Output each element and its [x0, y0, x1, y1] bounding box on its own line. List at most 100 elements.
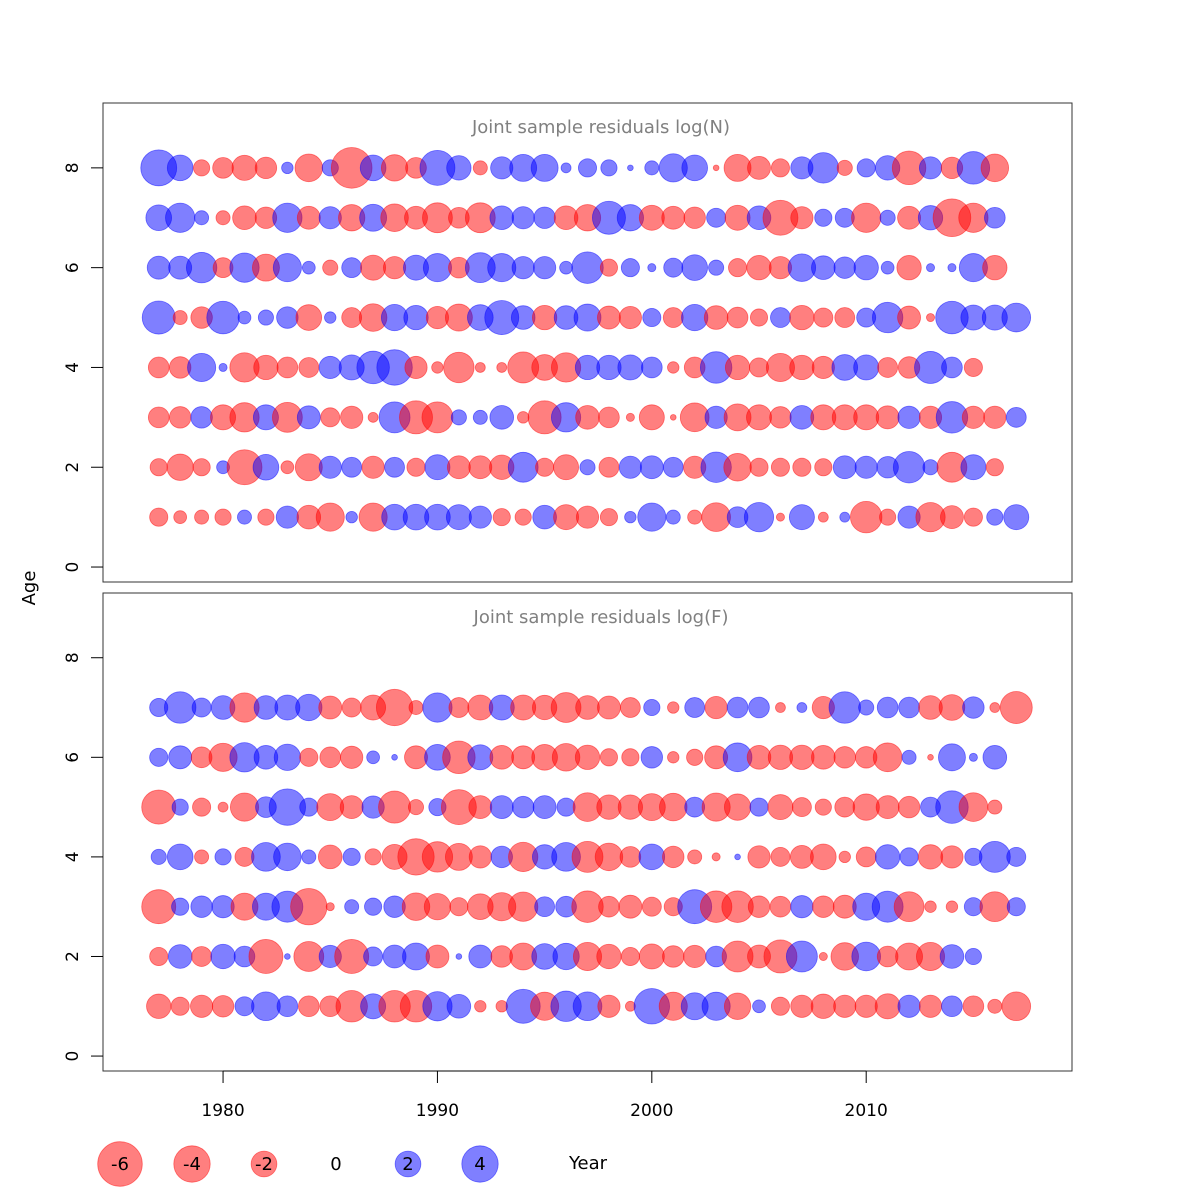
- legend: Year -6 -4 -2 0 2 4: [97, 1141, 608, 1187]
- y-tick-label: 8: [63, 652, 83, 663]
- residual-bubble: [141, 789, 177, 825]
- residual-bubble: [642, 308, 662, 328]
- residual-bubble: [215, 210, 231, 226]
- residual-bubble: [788, 504, 815, 531]
- residual-bubble: [446, 994, 472, 1019]
- residual-bubble: [661, 205, 686, 230]
- residual-bubble: [618, 455, 642, 479]
- residual-bubble: [789, 354, 815, 381]
- residual-bubble: [166, 154, 194, 182]
- residual-bubble: [534, 896, 555, 918]
- residual-bubble: [406, 457, 426, 477]
- residual-bubble: [384, 456, 405, 478]
- residual-bubble: [770, 457, 790, 477]
- residual-bubble: [667, 751, 680, 764]
- residual-bubble: [659, 792, 688, 822]
- residual-bubble: [514, 508, 532, 526]
- residual-bubble: [775, 702, 786, 713]
- residual-bubble: [926, 313, 935, 323]
- residual-bubble: [620, 946, 640, 966]
- residual-bubble: [747, 845, 771, 869]
- residual-bubble: [597, 305, 621, 330]
- y-tick-label: 8: [63, 162, 83, 173]
- legend-label: -6: [111, 1154, 129, 1175]
- residual-bubble: [575, 505, 600, 529]
- residual-bubble: [190, 895, 213, 918]
- legend-label: -4: [183, 1154, 201, 1175]
- residual-bubble: [599, 508, 618, 527]
- legend-bubble: [461, 1145, 499, 1183]
- residual-bubble: [752, 999, 766, 1014]
- residual-bubble: [1006, 846, 1027, 867]
- residual-bubble: [897, 994, 921, 1018]
- residual-bubble: [508, 891, 539, 922]
- residual-bubble: [818, 952, 828, 961]
- residual-bubble: [723, 153, 752, 182]
- residual-bubble: [938, 743, 966, 772]
- residual-bubble: [192, 458, 211, 477]
- residual-bubble: [767, 794, 794, 821]
- residual-bubble: [917, 844, 944, 870]
- residual-bubble: [375, 688, 414, 727]
- residual-bubble: [851, 202, 882, 233]
- residual-bubble: [836, 159, 853, 176]
- residual-bubble: [876, 696, 899, 719]
- residual-bubble: [214, 848, 232, 866]
- residual-bubble: [194, 210, 210, 226]
- residual-bubble: [560, 162, 572, 174]
- residual-bubble: [299, 747, 319, 767]
- residual-bubble: [600, 159, 618, 177]
- residual-bubble: [533, 256, 557, 280]
- residual-bubble: [169, 406, 192, 429]
- residual-bubble: [810, 993, 836, 1019]
- residual-bubble: [421, 401, 454, 434]
- residual-bubble: [812, 895, 835, 918]
- residual-bubble: [858, 699, 875, 716]
- residual-bubble: [298, 357, 320, 378]
- residual-bubble: [173, 510, 188, 524]
- residual-bubble: [318, 455, 342, 479]
- residual-bubble: [231, 154, 258, 181]
- panel-title-log-f: Joint sample residuals log(F): [473, 607, 729, 628]
- residual-bubble: [724, 204, 751, 231]
- residual-bubble: [875, 405, 900, 430]
- y-axis-label: Age: [19, 571, 40, 606]
- residual-bubble: [770, 846, 791, 867]
- residual-bubble: [982, 745, 1008, 770]
- panel-frame: [102, 102, 1073, 583]
- residual-bubble: [492, 508, 511, 527]
- residual-bubble: [422, 692, 453, 723]
- residual-bubble: [474, 1000, 487, 1013]
- residual-bubble: [474, 362, 486, 373]
- residual-bubble: [166, 453, 194, 481]
- residual-bubble: [341, 697, 362, 718]
- residual-bubble: [620, 258, 640, 278]
- residual-bubble: [897, 305, 921, 330]
- residual-bubble: [489, 745, 515, 770]
- legend-label: 4: [474, 1154, 485, 1175]
- residual-bubble: [423, 893, 452, 921]
- residual-bubble: [856, 158, 876, 178]
- residual-bubble: [232, 205, 257, 231]
- residual-bubble: [749, 357, 769, 378]
- residual-bubble: [253, 354, 279, 381]
- residual-bubble: [532, 795, 557, 820]
- residual-bubble: [150, 848, 167, 865]
- residual-bubble: [853, 404, 880, 431]
- residual-bubble: [640, 746, 663, 769]
- residual-bubble: [854, 994, 878, 1018]
- residual-bubble: [663, 257, 684, 278]
- residual-bubble: [404, 745, 428, 770]
- residual-bubble: [599, 258, 618, 277]
- residual-bubble: [686, 748, 704, 766]
- residual-bubble: [444, 842, 473, 871]
- residual-bubble: [364, 897, 383, 916]
- residual-bubble: [449, 897, 469, 917]
- residual-bubble: [579, 459, 596, 476]
- residual-bubble: [662, 845, 685, 869]
- residual-bubble: [743, 502, 775, 533]
- residual-bubble: [641, 896, 662, 917]
- residual-bubble: [489, 205, 515, 231]
- residual-bubble: [962, 995, 985, 1018]
- y-tick-label: 0: [63, 1051, 83, 1062]
